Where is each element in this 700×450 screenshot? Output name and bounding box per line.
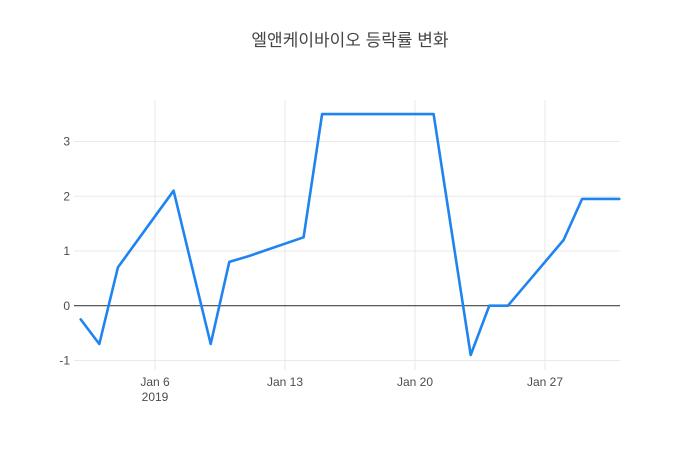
x-tick-label: Jan 13 xyxy=(267,375,303,389)
y-tick-label: 0 xyxy=(63,299,70,313)
x-tick-label: Jan 20 xyxy=(397,375,433,389)
y-tick-label: 2 xyxy=(63,189,70,203)
y-tick-label: 1 xyxy=(63,244,70,258)
x-tick-label: Jan 6 xyxy=(140,375,170,389)
plot-area[interactable] xyxy=(74,100,620,370)
y-tick-label: 3 xyxy=(63,135,70,149)
x-tick-year-label: 2019 xyxy=(142,390,169,404)
series-line xyxy=(79,112,621,357)
y-tick-label: -1 xyxy=(59,354,70,368)
chart-title: 엘앤케이바이오 등락률 변화 xyxy=(251,31,449,50)
x-tick-label: Jan 27 xyxy=(527,375,563,389)
